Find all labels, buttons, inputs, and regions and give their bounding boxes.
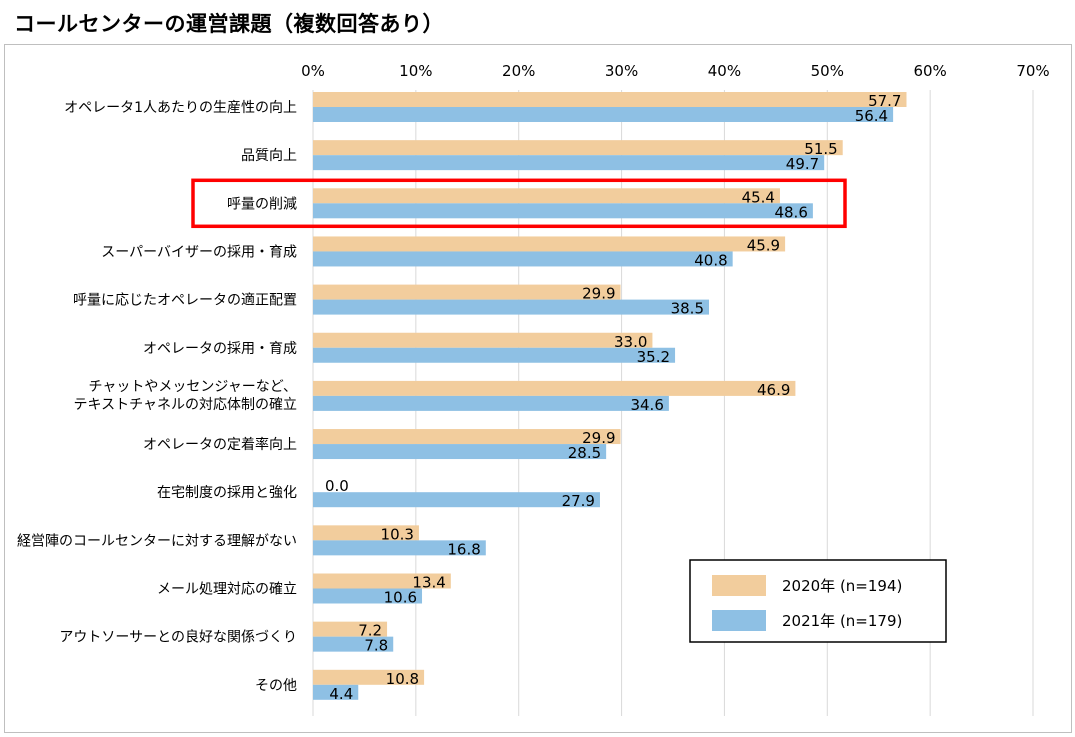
data-label-2020: 0.0 <box>325 477 349 495</box>
legend-label-2020: 2020年 (n=194) <box>782 577 902 595</box>
data-label-2020: 29.9 <box>582 429 615 447</box>
data-label-2021: 27.9 <box>562 492 595 510</box>
chart-frame <box>4 44 1072 733</box>
category-label: アウトソーサーとの良好な関係づくり <box>59 630 297 646</box>
data-labels: 57.756.4 51.549.7 45.448.6 45.9 40.8 29.9 38.5… <box>325 92 901 703</box>
bar-2021 <box>313 540 486 556</box>
bar-2020 <box>313 236 786 252</box>
data-label-2020: 10.3 <box>381 525 414 543</box>
data-label-2021: 49.7 <box>786 155 819 173</box>
data-label-2020: 46.9 <box>757 381 790 399</box>
bar-2020 <box>313 573 451 589</box>
legend-swatch-2021 <box>712 610 766 631</box>
bar-2020 <box>313 284 621 300</box>
data-label-2021: 10.6 <box>384 589 417 607</box>
page-title: コールセンターの運営課題（複数回答あり） <box>14 12 444 36</box>
category-labels: オペレータ1人あたりの生産性の向上品質向上呼量の削減スーパーバイザーの採用・育成… <box>17 100 297 694</box>
bar-2020 <box>313 429 621 445</box>
bar-2021 <box>313 155 825 171</box>
category-label: 在宅制度の採用と強化 <box>157 485 297 501</box>
data-label-2020: 7.2 <box>358 622 382 640</box>
bars <box>313 92 907 700</box>
category-label: チャットやメッセンジャーなど、 <box>89 379 297 395</box>
legend: 2020年 (n=194) 2021年 (n=179) <box>689 559 947 643</box>
data-label-2021: 40.8 <box>694 251 727 269</box>
category-label: テキストチャネルの対応体制の確立 <box>74 397 297 413</box>
bar-2021 <box>313 684 359 700</box>
data-label-2021: 48.6 <box>774 203 807 221</box>
data-label-2020: 33.0 <box>614 333 647 351</box>
bar-2020 <box>313 621 388 637</box>
bar-2021 <box>313 444 607 460</box>
x-tick-label: 70% <box>1016 62 1049 80</box>
x-tick-label: 50% <box>811 62 844 80</box>
data-label-2020: 13.4 <box>412 574 445 592</box>
data-label-2021: 34.6 <box>630 396 663 414</box>
category-label: 品質向上 <box>241 148 297 164</box>
bar-2020 <box>313 380 796 396</box>
bar-2020 <box>313 92 907 107</box>
data-label-2021: 35.2 <box>637 348 670 366</box>
category-label: 呼量の削減 <box>227 195 297 212</box>
bar-2021 <box>313 492 600 508</box>
x-tick-label: 60% <box>913 62 946 80</box>
bar-2021 <box>313 636 394 652</box>
x-axis-ticks: 0% 10% 20% 30% 40% 50% 60% 70% <box>301 62 1050 80</box>
category-label: 経営陣のコールセンターに対する理解がない <box>17 533 297 549</box>
bar-2020 <box>313 525 419 541</box>
bar-2020 <box>313 188 780 204</box>
data-label-2020: 45.9 <box>747 236 780 254</box>
data-label-2020: 51.5 <box>804 140 837 158</box>
highlight-box <box>191 178 847 229</box>
data-label-2021: 16.8 <box>447 540 480 558</box>
bar-2021 <box>313 251 733 267</box>
bar-2021 <box>313 107 894 122</box>
data-label-2020: 10.8 <box>386 670 419 688</box>
data-label-2021: 28.5 <box>568 444 601 462</box>
bar-2021 <box>313 299 709 315</box>
bar-2020 <box>313 669 425 685</box>
bar-2021 <box>313 347 676 363</box>
category-label: オペレータの定着率向上 <box>143 436 297 453</box>
highlight-rectangle <box>191 178 847 229</box>
x-tick-label: 30% <box>605 62 638 80</box>
data-label-2021: 56.4 <box>855 107 888 125</box>
x-tick-label: 20% <box>502 62 535 80</box>
category-label: スーパーバイザーの採用・育成 <box>101 244 297 260</box>
data-label-2021: 7.8 <box>364 637 388 655</box>
bar-2020 <box>313 332 653 348</box>
bar-2020 <box>313 140 843 156</box>
legend-label-2021: 2021年 (n=179) <box>782 612 902 630</box>
category-label: その他 <box>255 678 297 694</box>
x-tick-label: 0% <box>301 62 325 80</box>
bar-2021 <box>313 395 669 411</box>
data-label-2020: 57.7 <box>868 92 901 110</box>
category-label: オペレータの採用・育成 <box>143 341 297 357</box>
category-label: メール処理対応の確立 <box>157 582 297 598</box>
x-tick-label: 40% <box>708 62 741 80</box>
data-label-2021: 38.5 <box>671 300 704 318</box>
category-label: オペレータ1人あたりの生産性の向上 <box>64 100 297 116</box>
category-label: 呼量に応じたオペレータの適正配置 <box>73 292 297 309</box>
data-label-2020: 29.9 <box>582 285 615 303</box>
data-label-2021: 4.4 <box>329 685 353 703</box>
bar-2021 <box>313 203 813 219</box>
bar-2021 <box>313 588 423 604</box>
legend-swatch-2020 <box>712 575 766 596</box>
x-tick-label: 10% <box>399 62 432 80</box>
data-label-2020: 45.4 <box>742 188 775 206</box>
